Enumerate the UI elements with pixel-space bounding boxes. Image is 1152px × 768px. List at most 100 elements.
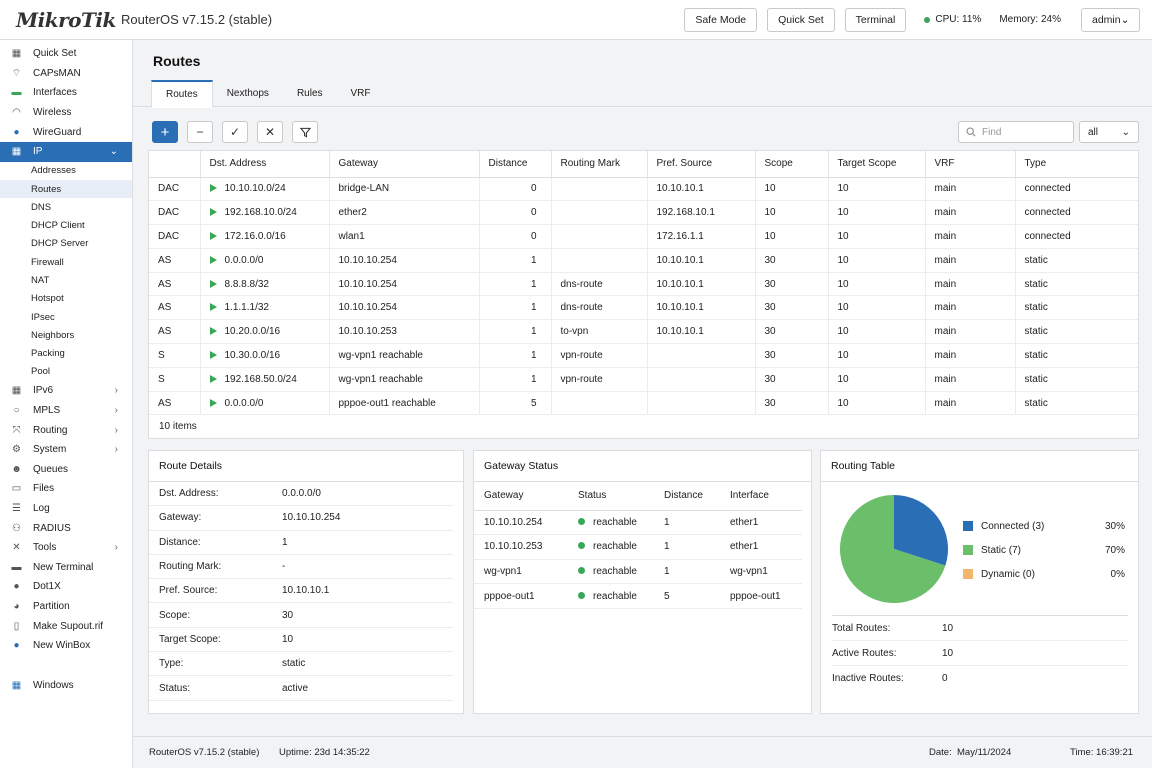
column-header[interactable]: Gateway — [328, 151, 479, 178]
column-header[interactable]: Type — [1014, 151, 1138, 178]
sidebar-item-tools[interactable]: ✕ Tools › — [0, 538, 132, 558]
column-header[interactable]: Distance — [478, 151, 551, 178]
sidebar-subitem-firewall[interactable]: Firewall — [31, 256, 64, 268]
sidebar-subitem-dns[interactable]: DNS — [31, 201, 52, 213]
sidebar-item-partition[interactable]: ◕ Partition — [0, 597, 132, 617]
table-row[interactable]: AS 8.8.8.8/32 10.10.10.254 1 dns-route 10.10.… — [149, 272, 1138, 297]
table-row[interactable]: AS 10.20.0.0/16 10.10.10.253 1 to-vpn 10.10.1… — [149, 319, 1138, 345]
cell-gateway: 10.10.10.253 — [474, 534, 568, 560]
sidebar-subitem-neighbors[interactable]: Neighbors — [31, 329, 75, 341]
sidebar-item-ip[interactable]: ▦ IP ⌄ — [0, 141, 132, 162]
cell-flags: AS — [149, 319, 200, 345]
sidebar-subitem-dhcp-client[interactable]: DHCP Client — [31, 220, 85, 232]
sidebar-item-files[interactable]: ▭ Files — [11, 483, 55, 495]
sidebar-subitem-ipsec[interactable]: IPsec — [31, 311, 55, 323]
sidebar-item-wireguard[interactable]: ● WireGuard — [0, 122, 132, 142]
chevron-down-icon: ⌄ — [1120, 13, 1130, 26]
table-row[interactable]: DAC 172.16.0.0/16 wlan1 0 172.16.1.1 10 10 main… — [149, 224, 1138, 249]
column-header[interactable]: Status — [568, 482, 654, 511]
sidebar-subitem-routes[interactable]: Routes — [0, 179, 132, 199]
sidebar-item-wireless[interactable]: ◠ Wireless — [0, 103, 132, 123]
column-header[interactable]: Dst. Address — [199, 151, 329, 178]
tab-routes[interactable]: Routes — [151, 80, 213, 108]
status-text: reachable — [593, 541, 637, 553]
table-row[interactable]: AS 0.0.0.0/0 10.10.10.254 1 10.10.10.1 30 10 ma… — [149, 248, 1138, 273]
table-row[interactable]: DAC 192.168.10.0/24 ether2 0 192.168.10.1 10 1… — [149, 200, 1138, 226]
tab-rules[interactable]: Rules — [296, 88, 323, 99]
table-row[interactable]: 10.10.10.254 reachable 1 ether1 — [474, 510, 802, 536]
tools-icon: ✕ — [12, 542, 21, 554]
sidebar-item-mpls[interactable]: ○ MPLS › — [0, 401, 132, 421]
table-row[interactable]: DAC 10.10.10.0/24 bridge-LAN 0 10.10.10.1 10 1… — [149, 177, 1138, 202]
sidebar-item-radius[interactable]: ⚇ RADIUS — [0, 518, 132, 538]
toolbar: + − ✓ ✕ — [152, 121, 318, 143]
chart-legend: Connected (3) 30% Static (7) 70% Dynamic (0)… — [963, 514, 1125, 586]
add-button[interactable]: + — [152, 121, 178, 143]
search-input[interactable] — [982, 126, 1062, 138]
user-menu[interactable]: admin ⌄ — [1081, 7, 1140, 32]
cell-target: 10 — [827, 295, 925, 321]
table-row[interactable]: 10.10.10.253 reachable 1 ether1 — [474, 534, 802, 560]
sidebar-item-ipv6[interactable]: ▦ IPv6 › — [11, 385, 118, 397]
cell-gateway: wlan1 — [328, 224, 479, 249]
sidebar-item-interfaces[interactable]: ▬ Interfaces — [11, 87, 77, 99]
legend-swatch — [963, 521, 973, 531]
column-header[interactable]: Distance — [654, 482, 720, 511]
sidebar-subitem-hotspot[interactable]: Hotspot — [31, 293, 64, 305]
quick-set-button[interactable]: Quick Set — [767, 7, 835, 32]
table-row[interactable]: pppoe-out1 reachable 5 pppoe-out1 — [474, 583, 802, 609]
column-header[interactable]: VRF — [924, 151, 1015, 178]
column-header[interactable]: Pref. Source — [646, 151, 755, 178]
sidebar-item-capsman[interactable]: ⌔ CAPsMAN — [11, 67, 81, 79]
dst-text: 10.20.0.0/16 — [224, 326, 281, 338]
sidebar-item-new-winbox[interactable]: ● New WinBox — [0, 636, 132, 656]
filter-dropdown[interactable]: all ⌄ — [1079, 121, 1139, 143]
chevron-down-icon: ⌄ — [109, 146, 118, 158]
cell-type: static — [1014, 343, 1138, 368]
filter-button[interactable] — [292, 121, 318, 143]
detail-label: Type: — [159, 658, 184, 670]
sidebar-item-system[interactable]: ⚙ System › — [0, 440, 132, 460]
cell-pref — [646, 343, 755, 368]
sidebar-item-quick-set[interactable]: ▦ Quick Set — [11, 48, 77, 60]
table-row[interactable]: AS 0.0.0.0/0 pppoe-out1 reachable 5 30 10 main… — [149, 391, 1138, 416]
column-header[interactable]: Routing Mark — [550, 151, 647, 178]
terminal-button[interactable]: Terminal — [844, 7, 907, 32]
column-header[interactable]: Gateway — [474, 482, 568, 511]
sidebar-item-routing[interactable]: ⤧ Routing › — [0, 420, 132, 440]
dst-text: 172.16.0.0/16 — [224, 230, 286, 242]
status-dot-icon — [578, 542, 585, 550]
table-row[interactable]: S 192.168.50.0/24 wg-vpn1 reachable 1 vpn-ro… — [149, 367, 1138, 392]
sidebar-subitem-dhcp-server[interactable]: DHCP Server — [31, 238, 89, 250]
table-row[interactable]: wg-vpn1 reachable 1 wg-vpn1 — [474, 559, 802, 585]
table-row[interactable]: S 10.30.0.0/16 wg-vpn1 reachable 1 vpn-route… — [149, 343, 1138, 368]
cell-flags: AS — [149, 295, 200, 321]
sidebar-item-make-supout[interactable]: ▯ Make Supout.rif — [0, 616, 132, 636]
sidebar-subitem-addresses[interactable]: Addresses — [31, 165, 76, 177]
sidebar-subitem-nat[interactable]: NAT — [31, 274, 50, 286]
tab-nexthops[interactable]: Nexthops — [226, 88, 269, 99]
cell-gateway: 10.10.10.254 — [474, 510, 568, 536]
column-header[interactable]: Interface — [720, 482, 802, 511]
sidebar-subitem-packing[interactable]: Packing — [31, 348, 65, 360]
column-header[interactable]: Target Scope — [827, 151, 925, 178]
sidebar-item-windows[interactable]: ▦ Windows — [11, 679, 74, 691]
disable-button[interactable]: ✕ — [257, 121, 283, 143]
cell-interface: pppoe-out1 — [720, 583, 802, 609]
sidebar-subitem-pool[interactable]: Pool — [31, 366, 51, 378]
column-header[interactable] — [149, 151, 200, 178]
sidebar-item-dot1x[interactable]: ● Dot1X — [0, 577, 132, 597]
cell-scope: 30 — [754, 391, 828, 416]
cell-gateway: wg-vpn1 — [474, 559, 568, 585]
table-row[interactable]: AS 1.1.1.1/32 10.10.10.254 1 dns-route 10.10.… — [149, 295, 1138, 321]
safe-mode-button[interactable]: Safe Mode — [684, 7, 758, 32]
sidebar-item-queues[interactable]: ☻ Queues — [11, 463, 69, 475]
enable-button[interactable]: ✓ — [222, 121, 248, 143]
tab-vrf[interactable]: VRF — [350, 88, 371, 99]
sidebar-item-new-terminal[interactable]: ▬ New Terminal — [11, 561, 94, 573]
cell-pref: 10.10.10.1 — [646, 295, 755, 321]
column-header[interactable]: Scope — [754, 151, 828, 178]
remove-button[interactable]: − — [187, 121, 213, 143]
winbox-icon: ● — [13, 640, 20, 652]
sidebar-item-log[interactable]: ☰ Log — [0, 499, 132, 519]
